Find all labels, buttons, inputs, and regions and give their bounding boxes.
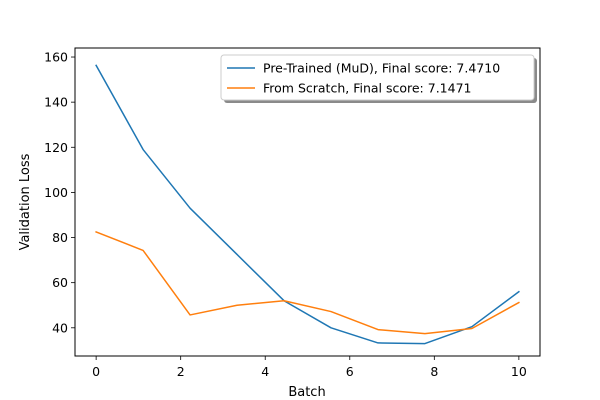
series-line-2 [95, 230, 520, 335]
y-tick-label: 100 [44, 185, 68, 200]
x-axis-label: Batch [288, 385, 325, 400]
x-axis-ticks: 0 2 4 6 8 10 [92, 356, 527, 379]
x-tick-label: 0 [92, 364, 100, 379]
series-layer [95, 64, 520, 345]
series-line-1 [95, 64, 520, 345]
y-tick-label: 120 [44, 140, 68, 155]
x-tick-label: 2 [177, 364, 185, 379]
legend: Pre-Trained (MuD), Final score: 7.4710 Fr… [220, 54, 537, 103]
y-axis-label: Validation Loss [18, 153, 33, 250]
x-tick-label: 10 [511, 364, 527, 379]
y-tick-label: 60 [52, 275, 68, 290]
y-tick-label: 160 [44, 50, 68, 65]
y-axis-ticks: 40 60 80 100 120 140 160 [44, 50, 75, 335]
legend-label-2: From Scratch, Final score: 7.1471 [263, 81, 471, 96]
legend-label-1: Pre-Trained (MuD), Final score: 7.4710 [263, 61, 500, 76]
y-tick-label: 40 [52, 320, 68, 335]
y-tick-label: 140 [44, 95, 68, 110]
x-tick-label: 8 [430, 364, 438, 379]
legend-box [220, 54, 535, 101]
x-tick-label: 6 [346, 364, 354, 379]
y-tick-label: 80 [52, 230, 68, 245]
x-tick-label: 4 [261, 364, 269, 379]
plot-frame [74, 47, 541, 357]
